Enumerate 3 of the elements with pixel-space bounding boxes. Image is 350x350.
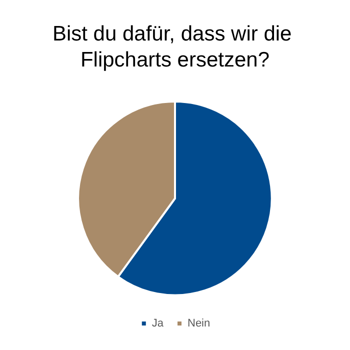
legend-label: Ja xyxy=(152,318,164,330)
chart-title: Bist du dafür, dass wir die Flipcharts ersetzen? xyxy=(52,22,298,72)
legend-label: Nein xyxy=(187,318,210,330)
